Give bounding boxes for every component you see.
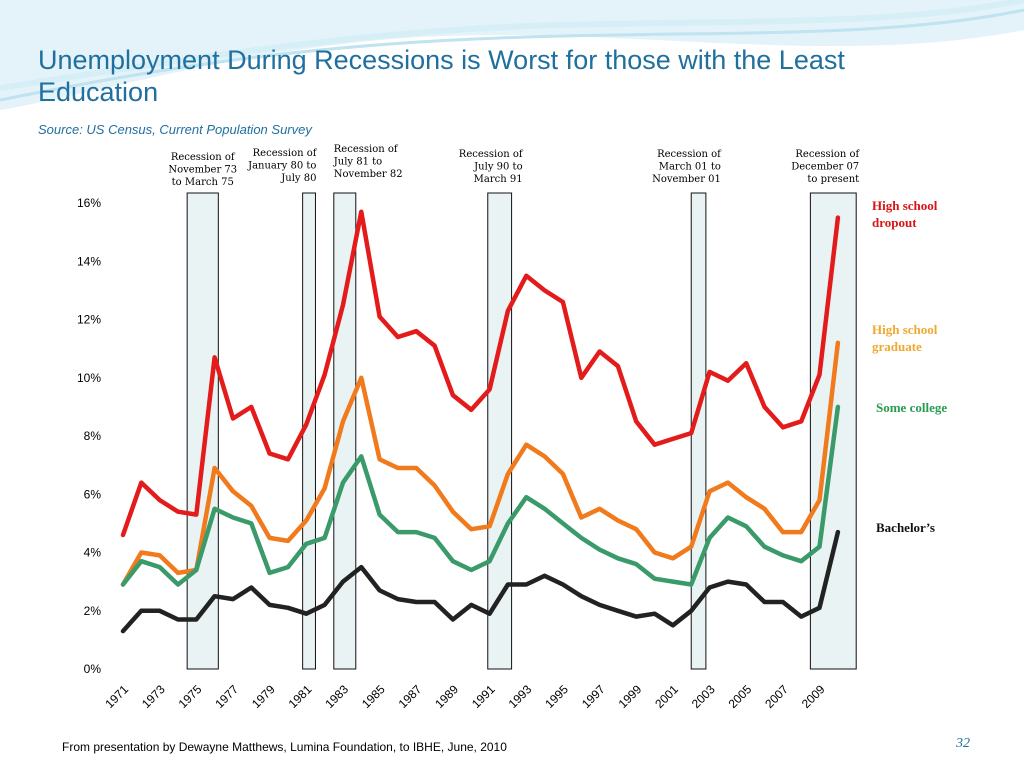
recession-label: January 80 to xyxy=(247,161,316,172)
y-tick-label: 4% xyxy=(84,546,102,560)
recession-label: July 90 to xyxy=(473,162,522,173)
series-label: High school graduate xyxy=(872,322,938,354)
y-tick-label: 12% xyxy=(77,313,101,327)
recession-label: November 01 xyxy=(652,174,721,185)
y-tick-label: 0% xyxy=(84,662,102,676)
title: Unemployment During Recessions is Worst … xyxy=(38,45,845,107)
x-tick-label: 2001 xyxy=(652,682,681,711)
swoosh-line xyxy=(0,8,1024,102)
recession-label: March 01 to xyxy=(659,162,721,173)
page-number: 32 xyxy=(956,736,970,751)
recession-label: November 82 xyxy=(334,169,403,180)
recession-label: July 81 to xyxy=(333,157,382,168)
x-tick-label: 1981 xyxy=(286,682,315,711)
swoosh-line xyxy=(0,0,1024,91)
x-tick-label: 2003 xyxy=(689,682,718,711)
recession-label: Recession of xyxy=(657,149,722,160)
series-line xyxy=(120,209,841,538)
y-tick-label: 16% xyxy=(77,196,101,210)
x-tick-label: 2005 xyxy=(726,682,755,711)
series-line xyxy=(120,529,841,634)
y-tick-label: 14% xyxy=(77,254,101,268)
series-label: High school dropout xyxy=(872,198,938,230)
swoosh xyxy=(0,0,1024,110)
x-tick-label: 1985 xyxy=(359,682,388,711)
x-tick-label: 2009 xyxy=(799,682,828,711)
series-label: Some college xyxy=(876,400,948,415)
recession-label: Recession of xyxy=(253,148,318,159)
x-tick-label: 1991 xyxy=(469,682,498,711)
recession-label: July 80 xyxy=(280,173,316,184)
x-tick-label: 2007 xyxy=(762,682,791,711)
recession-label: December 07 xyxy=(791,162,859,173)
recession-label: Recession of xyxy=(171,152,236,163)
recession-label: to March 75 xyxy=(172,177,234,188)
x-tick-label: 1971 xyxy=(102,682,131,711)
subtitle: Source: US Census, Current Population Su… xyxy=(38,122,312,137)
x-tick-label: 1997 xyxy=(579,682,608,711)
recession-label: Recession of xyxy=(334,144,399,155)
y-tick-label: 6% xyxy=(84,487,102,501)
y-tick-label: 2% xyxy=(84,604,102,618)
series-line xyxy=(120,404,841,587)
x-tick-label: 1993 xyxy=(506,682,535,711)
x-tick-label: 1987 xyxy=(396,682,425,711)
x-tick-label: 1999 xyxy=(616,682,645,711)
recession-label: March 91 xyxy=(474,174,523,185)
x-tick-label: 1977 xyxy=(212,682,241,711)
footer: From presentation by Dewayne Matthews, L… xyxy=(62,740,507,754)
x-tick-label: 1995 xyxy=(542,682,571,711)
y-tick-label: 10% xyxy=(77,371,101,385)
x-tick-label: 1979 xyxy=(249,682,278,711)
y-tick-label: 8% xyxy=(84,429,102,443)
x-tick-label: 1973 xyxy=(139,682,168,711)
series-label: Bachelor’s xyxy=(876,520,935,535)
series-line xyxy=(120,340,841,587)
recession-band xyxy=(186,192,219,670)
recession-label: November 73 xyxy=(168,165,237,176)
x-tick-label: 1983 xyxy=(322,682,351,711)
recession-label: to present xyxy=(807,174,859,185)
decoration xyxy=(0,0,1024,110)
recession-label: Recession of xyxy=(795,149,860,160)
x-tick-label: 1989 xyxy=(432,682,461,711)
recession-label: Recession of xyxy=(459,149,524,160)
x-tick-label: 1975 xyxy=(176,682,205,711)
